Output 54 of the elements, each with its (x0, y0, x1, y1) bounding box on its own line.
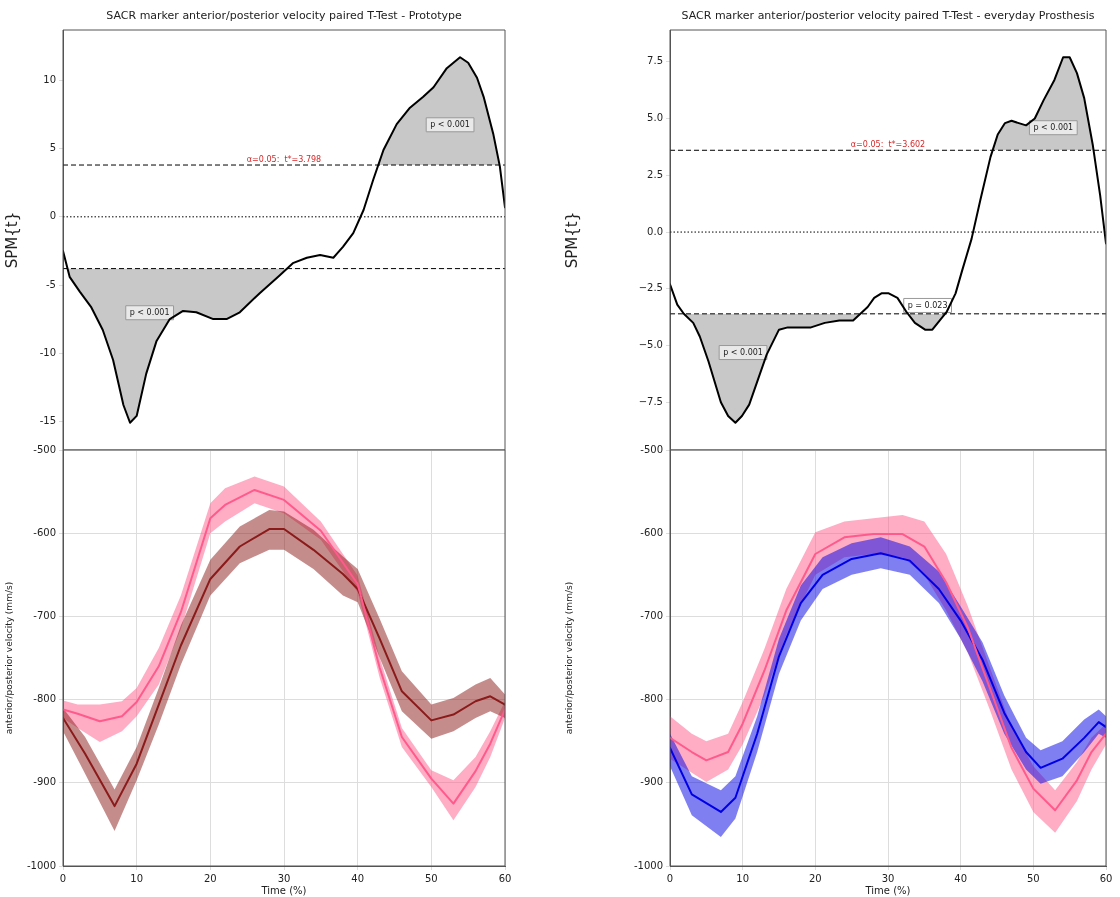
y-tick-label: -1000 (633, 859, 663, 871)
y-axis-title: anterior/posterior velocity (mm/s) (3, 581, 14, 735)
ref-line-label: α=0.05: t*=3.798 (246, 155, 322, 165)
y-tick-label: −7.5 (638, 395, 663, 407)
x-tick-label: 50 (1026, 872, 1040, 884)
annotation: p < 0.001 (129, 307, 170, 317)
y-tick-label: -500 (33, 443, 56, 455)
x-tick-label: 20 (808, 872, 822, 884)
y-tick-label: -10 (39, 346, 56, 358)
y-tick-label: 2.5 (647, 168, 663, 180)
y-tick-label: 10 (43, 74, 56, 86)
x-tick-label: 0 (666, 872, 674, 884)
y-axis-title: anterior/posterior velocity (mm/s) (563, 581, 574, 735)
y-tick-label: -1000 (26, 859, 56, 871)
x-tick-label: 10 (130, 872, 144, 884)
y-tick-label: −5.0 (638, 339, 663, 351)
y-tick-label: -600 (33, 526, 56, 538)
y-tick-label: -700 (640, 609, 663, 621)
y-tick-label: −2.5 (638, 282, 663, 294)
x-tick-label: 10 (736, 872, 750, 884)
chart-title: SACR marker anterior/posterior velocity paired T-Test - Prototype (106, 8, 462, 22)
annotation: p < 0.001 (1033, 122, 1074, 132)
x-tick-label: 0 (59, 872, 67, 884)
x-axis-title: Time (%) (864, 884, 911, 896)
x-axis-title: Time (%) (260, 884, 307, 896)
y-tick-label: -15 (39, 414, 56, 426)
y-tick-label: -700 (33, 609, 56, 621)
x-tick-label: 30 (881, 872, 895, 884)
x-tick-label: 60 (498, 872, 512, 884)
y-tick-label: 5 (49, 142, 56, 154)
annotation: p < 0.001 (430, 119, 470, 129)
y-tick-label: -900 (33, 776, 56, 788)
x-tick-label: 60 (1099, 872, 1113, 884)
y-tick-label: 7.5 (647, 55, 663, 67)
x-tick-label: 40 (954, 872, 968, 884)
annotation: p = 0.023 (907, 300, 948, 310)
y-tick-label: 0 (49, 210, 56, 222)
chart-title: SACR marker anterior/posterior velocity paired T-Test - everyday Prosthesis (681, 8, 1095, 22)
ref-line-label: α=0.05: t*=3.602 (850, 140, 926, 150)
y-tick-label: 5.0 (647, 112, 663, 124)
y-tick-label: -800 (640, 693, 663, 705)
x-tick-label: 40 (351, 872, 365, 884)
y-tick-label: 0.0 (647, 225, 663, 237)
x-tick-label: 50 (424, 872, 438, 884)
y-axis-title: SPM{t} (562, 211, 581, 269)
y-tick-label: -500 (640, 443, 663, 455)
y-tick-label: -600 (640, 526, 663, 538)
x-tick-label: 20 (203, 872, 217, 884)
y-tick-label: -5 (46, 278, 56, 290)
y-tick-label: -900 (640, 776, 663, 788)
x-tick-label: 30 (277, 872, 291, 884)
annotation: p < 0.001 (723, 347, 763, 357)
y-axis-title: SPM{t} (2, 211, 21, 269)
y-tick-label: -800 (33, 693, 56, 705)
